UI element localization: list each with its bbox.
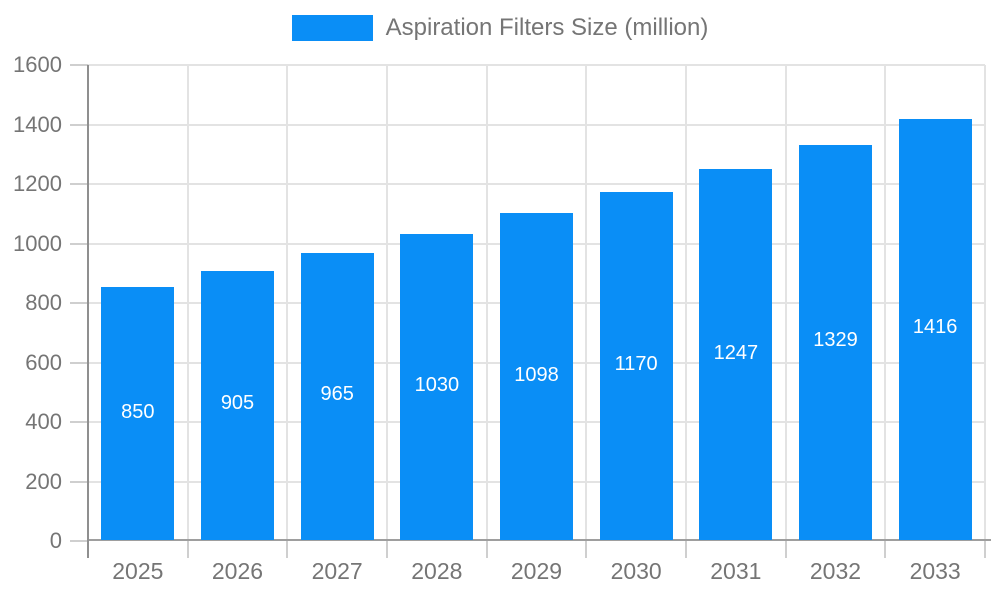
x-axis-tick [485,541,488,558]
gridline-horizontal [88,64,985,66]
bar-value-label: 850 [121,400,155,423]
x-axis-tick-label: 2026 [211,558,264,584]
legend-label: Aspiration Filters Size (million) [385,14,709,41]
gridline-vertical [585,65,588,541]
x-axis-tick [784,541,787,558]
x-axis-tick-label: 2033 [909,558,961,584]
x-axis-tick-label: 2028 [411,558,463,584]
y-axis-line [87,65,89,558]
bar[interactable] [599,191,673,540]
x-axis-tick [286,541,289,558]
bar[interactable] [500,213,573,540]
legend-swatch [291,15,373,41]
y-axis-tick [70,361,88,364]
x-axis-tick-label: 2032 [809,558,862,584]
x-axis-tick-label: 2029 [510,558,563,584]
gridline-vertical [685,65,687,541]
x-axis-tick [386,541,388,558]
x-axis-tick-label: 2031 [710,558,762,584]
y-axis-tick-label: 800 [25,290,62,315]
y-axis-tick [70,123,88,126]
x-axis-tick-label: 2025 [112,558,164,584]
y-axis-tick-label: 1400 [13,111,62,137]
x-axis-tick [186,541,189,558]
x-axis-line [88,539,991,541]
y-axis-tick-label: 400 [25,409,62,434]
bar-value-label: 1098 [514,363,559,386]
y-axis-tick [70,480,88,483]
legend: Aspiration Filters Size (million) [0,15,1000,41]
bar[interactable] [300,252,374,540]
bar-value-label: 1170 [614,352,658,375]
bar-value-label: 965 [320,383,354,406]
gridline-vertical [884,65,887,541]
y-axis-tick [70,540,88,542]
gridline-vertical [186,65,189,541]
y-axis-tick [70,421,88,423]
y-axis-tick [70,242,88,245]
y-axis-tick-label: 200 [25,468,62,494]
bar-value-label: 1247 [713,341,759,364]
x-axis-tick [884,541,887,558]
bar[interactable] [400,233,474,540]
y-axis-tick-label: 1600 [13,52,62,77]
gridline-horizontal [88,183,985,185]
gridline-vertical [286,65,289,541]
x-axis-tick [984,541,986,558]
x-axis-tick [685,541,687,558]
x-axis-tick-label: 2030 [610,558,662,584]
x-axis-tick [585,541,588,558]
gridline-vertical [784,65,787,541]
bar-value-label: 1329 [813,329,858,352]
bar[interactable] [201,270,274,540]
gridline-vertical [386,65,388,541]
y-axis-tick [70,183,88,185]
y-axis-tick-label: 600 [25,349,62,375]
y-axis-tick-label: 1200 [13,171,62,196]
y-axis-tick-label: 0 [49,528,62,553]
gridline-horizontal [88,123,985,126]
bar[interactable] [699,169,773,540]
legend-item[interactable]: Aspiration Filters Size (million) [291,14,709,41]
gridline-vertical [485,65,488,541]
bar-value-label: 1416 [912,316,958,339]
y-axis-tick [70,302,88,304]
bar[interactable] [101,287,175,540]
y-axis-tick [70,64,88,66]
bar-value-label: 905 [220,392,255,415]
gridline-vertical [984,65,986,541]
bar[interactable] [898,118,972,540]
bar-value-label: 1030 [414,373,460,396]
bar[interactable] [799,144,872,540]
y-axis-tick-label: 1000 [13,230,62,256]
x-axis-tick-label: 2027 [311,558,363,584]
